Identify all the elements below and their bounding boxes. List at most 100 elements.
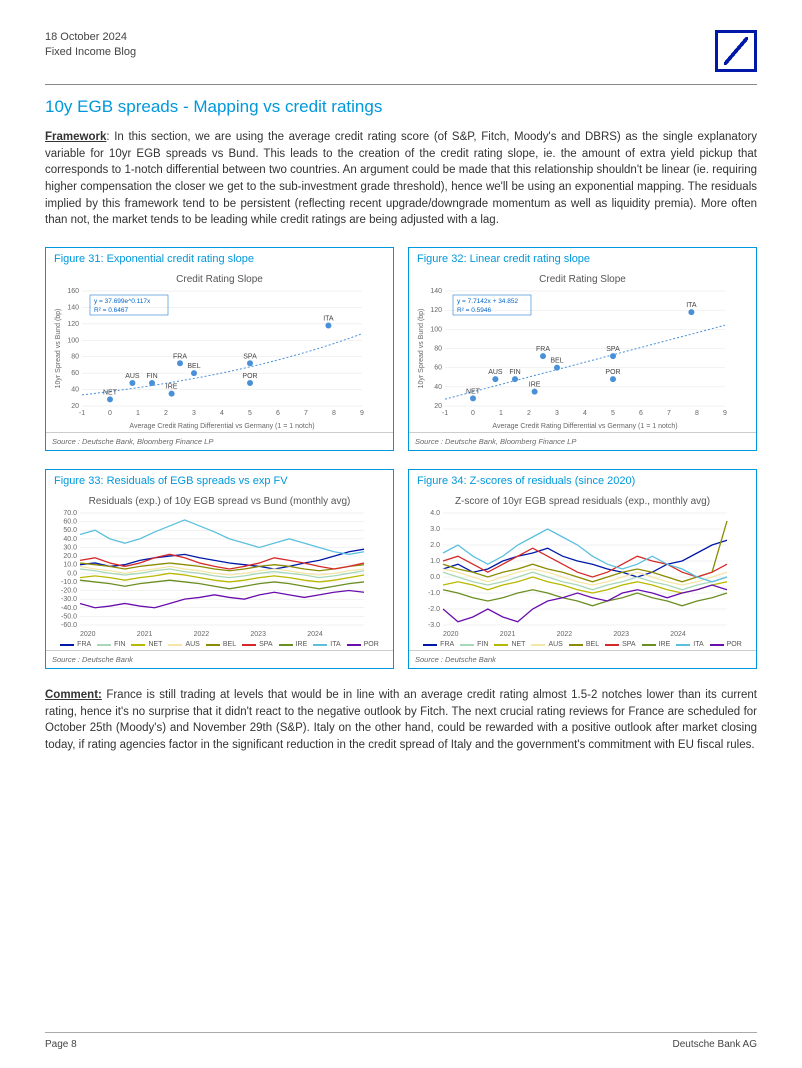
fig33-chart: -60.0-50.0-40.0-30.0-20.0-10.00.010.020.… xyxy=(50,509,370,639)
comment-lead: Comment: xyxy=(45,689,102,701)
svg-text:2022: 2022 xyxy=(194,631,210,638)
svg-text:140: 140 xyxy=(67,304,79,311)
svg-text:-60.0: -60.0 xyxy=(61,622,77,629)
page-header: 18 October 2024 Fixed Income Blog xyxy=(45,30,757,72)
svg-text:-3.0: -3.0 xyxy=(428,622,440,629)
legend-item: FIN xyxy=(460,641,488,648)
fig31-source: Source : Deutsche Bank, Bloomberg Financ… xyxy=(46,432,393,450)
svg-text:y = 37.699e^0.117x: y = 37.699e^0.117x xyxy=(94,298,151,305)
svg-text:60.0: 60.0 xyxy=(63,519,77,526)
legend-item: IRE xyxy=(642,641,671,648)
svg-text:0: 0 xyxy=(471,410,475,417)
framework-lead: Framework xyxy=(45,131,106,143)
svg-text:70.0: 70.0 xyxy=(63,510,77,517)
fig32-subtitle: Credit Rating Slope xyxy=(413,274,752,285)
svg-text:1: 1 xyxy=(136,410,140,417)
legend-item: FRA xyxy=(423,641,454,648)
svg-text:120: 120 xyxy=(67,321,79,328)
fig34-subtitle: Z-score of 10yr EGB spread residuals (ex… xyxy=(413,496,752,507)
svg-text:120: 120 xyxy=(430,307,442,314)
legend-item: NET xyxy=(494,641,525,648)
divider xyxy=(45,84,757,85)
svg-text:3.0: 3.0 xyxy=(430,526,440,533)
svg-text:20: 20 xyxy=(71,403,79,410)
fig32-title: Figure 32: Linear credit rating slope xyxy=(409,248,756,270)
legend-item: SPA xyxy=(605,641,636,648)
svg-text:SPA: SPA xyxy=(243,353,257,360)
svg-text:Average Credit Rating Differen: Average Credit Rating Differential vs Ge… xyxy=(129,423,314,430)
svg-text:R² = 0.6467: R² = 0.6467 xyxy=(94,307,129,314)
legend-item: SPA xyxy=(242,641,273,648)
svg-text:ITA: ITA xyxy=(686,302,697,309)
svg-text:2021: 2021 xyxy=(137,631,153,638)
footer-company: Deutsche Bank AG xyxy=(673,1039,758,1050)
svg-text:0.0: 0.0 xyxy=(67,570,77,577)
svg-text:2020: 2020 xyxy=(443,631,459,638)
svg-text:80: 80 xyxy=(434,346,442,353)
svg-text:Average Credit Rating Differen: Average Credit Rating Differential vs Ge… xyxy=(492,423,677,430)
svg-text:y = 7.7142x + 34.852: y = 7.7142x + 34.852 xyxy=(457,298,518,305)
fig34-source: Source : Deutsche Bank xyxy=(409,650,756,668)
page-footer: Page 8 Deutsche Bank AG xyxy=(45,1032,757,1050)
section-title: 10y EGB spreads - Mapping vs credit rati… xyxy=(45,97,757,117)
svg-text:7: 7 xyxy=(304,410,308,417)
header-meta: 18 October 2024 Fixed Income Blog xyxy=(45,30,136,61)
svg-text:20.0: 20.0 xyxy=(63,553,77,560)
svg-text:IRE: IRE xyxy=(529,382,541,389)
legend-item: AUS xyxy=(531,641,562,648)
svg-text:6: 6 xyxy=(639,410,643,417)
legend-item: IRE xyxy=(279,641,308,648)
fig34-chart: -3.0-2.0-1.00.01.02.03.04.02020202120222… xyxy=(413,509,733,639)
svg-text:BEL: BEL xyxy=(550,358,563,365)
svg-text:IRE: IRE xyxy=(166,384,178,391)
svg-text:NET: NET xyxy=(466,388,481,395)
fig31-chart: 20406080100120140160-1012345678910yr Spr… xyxy=(50,287,370,432)
figure-34: Figure 34: Z-scores of residuals (since … xyxy=(408,469,757,669)
svg-text:FIN: FIN xyxy=(146,373,157,380)
fig31-title: Figure 31: Exponential credit rating slo… xyxy=(46,248,393,270)
svg-text:FRA: FRA xyxy=(536,346,550,353)
svg-text:2020: 2020 xyxy=(80,631,96,638)
svg-text:4: 4 xyxy=(220,410,224,417)
svg-text:FRA: FRA xyxy=(173,353,187,360)
svg-text:60: 60 xyxy=(434,365,442,372)
svg-text:POR: POR xyxy=(242,373,257,380)
figure-31: Figure 31: Exponential credit rating slo… xyxy=(45,247,394,451)
legend-item: POR xyxy=(710,641,742,648)
svg-text:7: 7 xyxy=(667,410,671,417)
svg-text:1: 1 xyxy=(499,410,503,417)
svg-text:100: 100 xyxy=(67,337,79,344)
svg-text:BEL: BEL xyxy=(187,363,200,370)
footer-page: Page 8 xyxy=(45,1039,77,1050)
fig32-source: Source : Deutsche Bank, Bloomberg Financ… xyxy=(409,432,756,450)
svg-text:2: 2 xyxy=(527,410,531,417)
figure-33: Figure 33: Residuals of EGB spreads vs e… xyxy=(45,469,394,669)
svg-text:10yr Spread vs Bund (bp): 10yr Spread vs Bund (bp) xyxy=(55,309,62,389)
comment-paragraph: Comment: France is still trading at leve… xyxy=(45,687,757,754)
figure-32: Figure 32: Linear credit rating slope Cr… xyxy=(408,247,757,451)
header-date: 18 October 2024 xyxy=(45,30,136,45)
legend-item: BEL xyxy=(206,641,236,648)
svg-text:ITA: ITA xyxy=(323,316,334,323)
svg-text:100: 100 xyxy=(430,326,442,333)
svg-text:1.0: 1.0 xyxy=(430,558,440,565)
fig34-legend: FRAFINNETAUSBELSPAIREITAPOR xyxy=(413,639,752,650)
svg-text:50.0: 50.0 xyxy=(63,527,77,534)
svg-text:10yr Spread vs Bund (bp): 10yr Spread vs Bund (bp) xyxy=(418,309,425,389)
svg-text:0.0: 0.0 xyxy=(430,574,440,581)
svg-text:-10.0: -10.0 xyxy=(61,579,77,586)
svg-text:-1.0: -1.0 xyxy=(428,590,440,597)
svg-text:2024: 2024 xyxy=(670,631,686,638)
fig32-chart: 20406080100120140-1012345678910yr Spread… xyxy=(413,287,733,432)
svg-text:3: 3 xyxy=(555,410,559,417)
fig33-subtitle: Residuals (exp.) of 10y EGB spread vs Bu… xyxy=(50,496,389,507)
fig34-title: Figure 34: Z-scores of residuals (since … xyxy=(409,470,756,492)
svg-text:6: 6 xyxy=(276,410,280,417)
svg-text:160: 160 xyxy=(67,288,79,295)
svg-text:40: 40 xyxy=(71,387,79,394)
svg-text:2023: 2023 xyxy=(613,631,629,638)
svg-text:-1: -1 xyxy=(79,410,85,417)
header-blog: Fixed Income Blog xyxy=(45,45,136,60)
svg-text:R² = 0.5946: R² = 0.5946 xyxy=(457,307,492,314)
svg-text:-2.0: -2.0 xyxy=(428,606,440,613)
